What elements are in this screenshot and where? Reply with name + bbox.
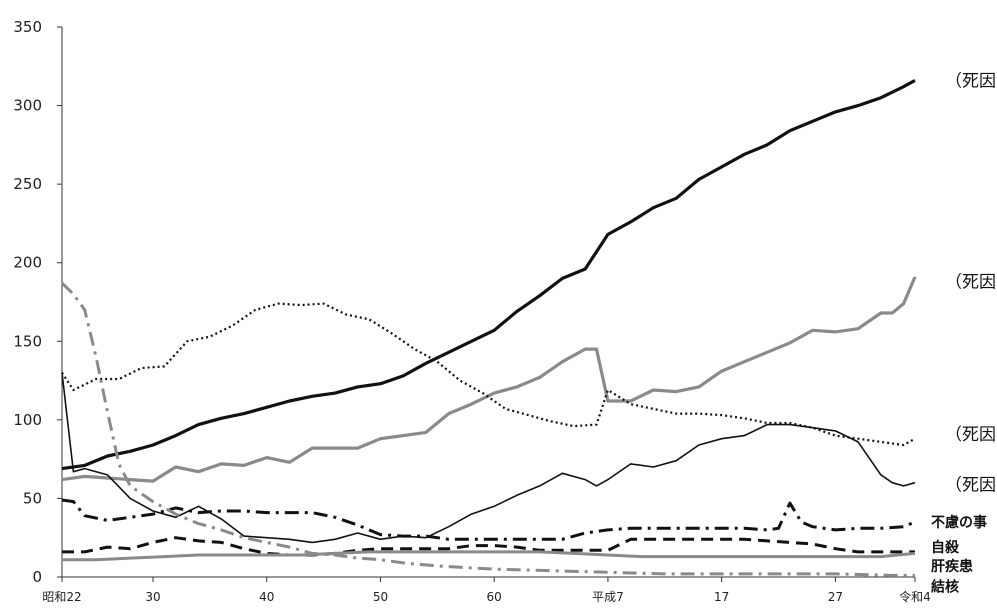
series-line-4 <box>61 372 916 544</box>
x-tick-label: 平成7 <box>592 590 624 604</box>
series-line-1 <box>61 78 916 471</box>
x-tick-label: 17 <box>714 590 729 604</box>
x-tick-label: 昭和22 <box>42 590 81 604</box>
y-tick-label: 100 <box>13 411 42 429</box>
series-line-2 <box>61 276 917 483</box>
x-tick-label: 30 <box>145 590 160 604</box>
series-end-label: （死因 <box>945 425 996 445</box>
x-tick-label: 27 <box>828 590 843 604</box>
series-line-3 <box>61 302 916 447</box>
x-tick-label: 50 <box>373 590 388 604</box>
series-line-8 <box>60 282 915 577</box>
x-tick-label: 40 <box>259 590 274 604</box>
x-tick-label: 令和4 <box>899 589 931 604</box>
x-tick-label: 60 <box>487 590 502 604</box>
y-tick-label: 200 <box>13 254 42 272</box>
series-end-label: （死因 <box>945 273 996 293</box>
y-tick-label: 300 <box>13 97 42 115</box>
series-line-6 <box>62 536 915 557</box>
series-line-7 <box>62 550 916 562</box>
series-end-label: （死因 <box>945 475 996 495</box>
tick-labels: 0 50 100 150 200 250 300 350 昭和22 30 40 50 60 平成7 17 27… <box>13 18 930 604</box>
axes <box>57 26 916 582</box>
series-lines <box>60 78 917 577</box>
series-end-label: （死因 <box>945 71 996 91</box>
series-line-5 <box>61 498 916 541</box>
series-end-label: 自殺 <box>931 539 960 556</box>
series-end-label: 結核 <box>931 578 959 595</box>
y-tick-label: 150 <box>13 332 42 350</box>
y-tick-label: 0 <box>32 568 42 586</box>
series-end-label: 不慮の事 <box>931 514 987 531</box>
y-tick-label: 350 <box>13 18 42 36</box>
y-tick-label: 50 <box>23 489 42 507</box>
y-tick-label: 250 <box>13 175 42 193</box>
series-end-label: 肝疾患 <box>931 558 973 575</box>
